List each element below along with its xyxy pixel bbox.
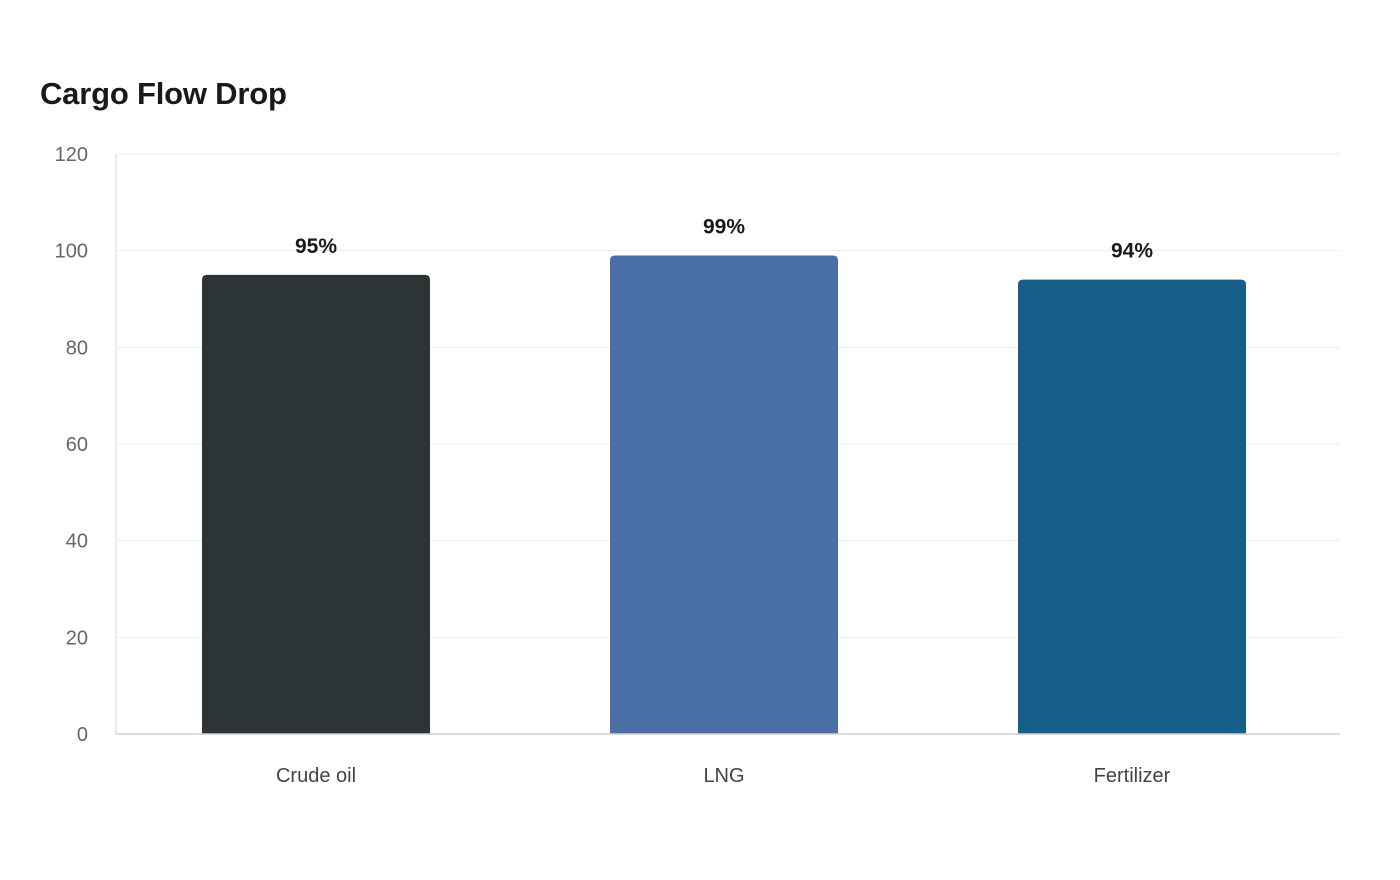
axes bbox=[115, 154, 1340, 735]
labels: 0 20 40 60 80 100 120 95% Crude oil 99% LNG 94% Fert… bbox=[55, 144, 1171, 787]
y-tick-label: 120 bbox=[55, 144, 88, 166]
y-tick-label: 100 bbox=[55, 241, 88, 263]
x-tick-label: Fertilizer bbox=[1094, 765, 1171, 787]
y-tick-label: 80 bbox=[66, 337, 88, 359]
y-tick-label: 20 bbox=[66, 627, 88, 649]
x-tick-label: Crude oil bbox=[276, 765, 356, 787]
bars bbox=[202, 255, 1246, 734]
data-label: 94% bbox=[1111, 240, 1153, 263]
chart-title: Cargo Flow Drop bbox=[40, 76, 287, 111]
y-tick-label: 60 bbox=[66, 434, 88, 456]
bar-crude-oil bbox=[202, 274, 430, 734]
y-tick-label: 0 bbox=[77, 724, 88, 746]
bar-fertilizer bbox=[1018, 279, 1246, 734]
data-label: 95% bbox=[295, 235, 337, 258]
bar-lng bbox=[610, 255, 838, 734]
data-label: 99% bbox=[703, 216, 745, 239]
x-tick-label: LNG bbox=[703, 765, 744, 787]
y-tick-label: 40 bbox=[66, 531, 88, 553]
